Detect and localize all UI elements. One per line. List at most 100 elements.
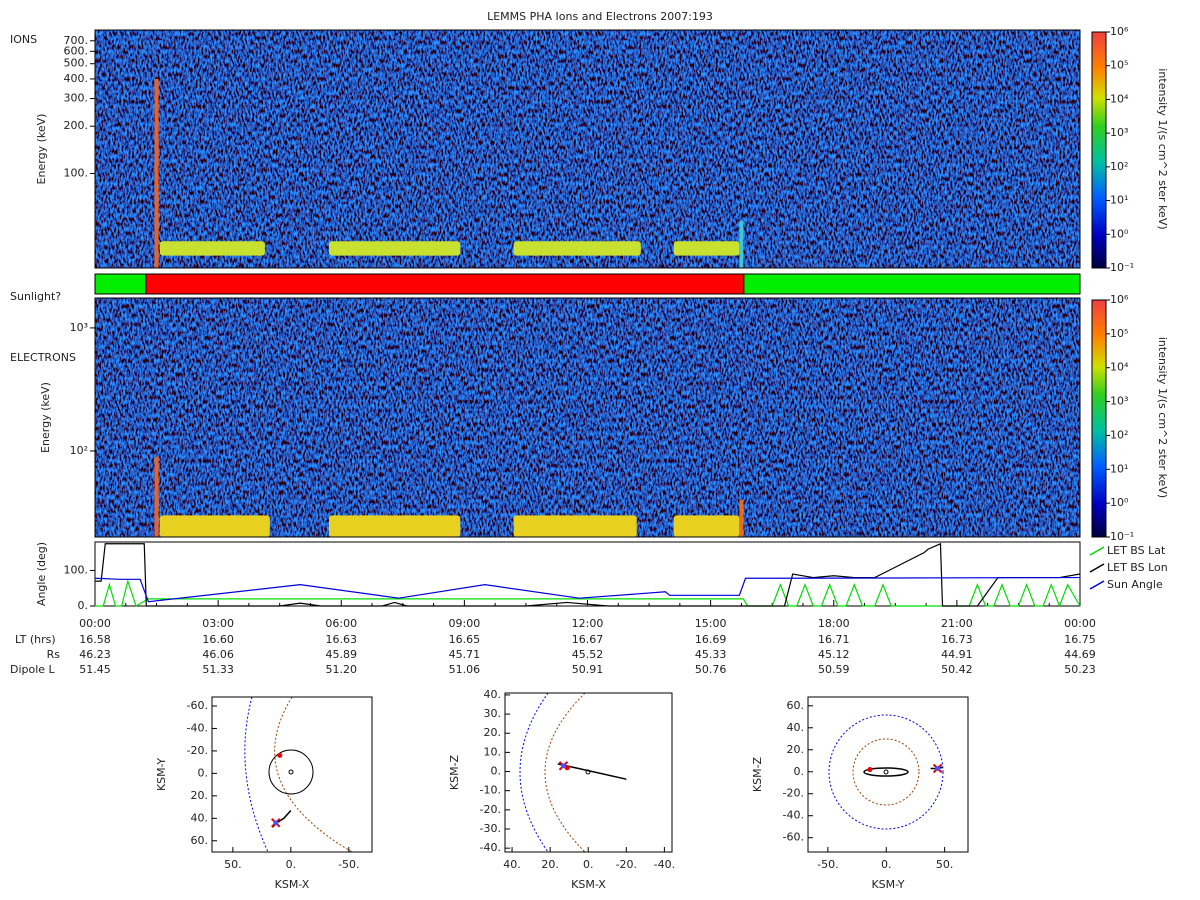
colorbar-tick-label: 10⁴ <box>1110 361 1129 374</box>
y-axis-label: KSM-Y <box>155 758 168 791</box>
x-tick-label: 50. <box>936 858 954 871</box>
ephemeris-value: 46.23 <box>79 648 111 661</box>
y-tick-label: -40. <box>783 809 804 822</box>
y-tick-label: -30. <box>480 822 501 835</box>
x-tick-label: -20. <box>616 858 637 871</box>
magnetopause <box>544 693 586 852</box>
x-tick-label: 50. <box>224 858 242 871</box>
legend-swatch <box>1089 580 1105 590</box>
ephemeris-value: 16.67 <box>572 633 604 646</box>
x-tick-label: 0. <box>583 858 594 871</box>
colorbar-tick-label: 10⁶ <box>1110 293 1129 306</box>
y-tick-label: -20. <box>783 787 804 800</box>
x-axis-label: KSM-Y <box>871 878 904 891</box>
y-tick-label: -40. <box>480 841 501 854</box>
y-tick-label: 40. <box>191 811 209 824</box>
x-tick-label: 18:00 <box>818 617 850 630</box>
y-tick-label: 600. <box>64 44 89 57</box>
ephemeris-row-label: Dipole L <box>10 663 56 676</box>
intensity-spike <box>154 78 159 268</box>
x-tick-label: 09:00 <box>449 617 481 630</box>
y-axis-label: Energy (keV) <box>39 382 52 453</box>
x-tick-label: 0. <box>881 858 892 871</box>
y-axis-label: Energy (keV) <box>35 114 48 185</box>
y-axis-label: KSM-Z <box>751 756 764 792</box>
x-tick-label: 06:00 <box>325 617 357 630</box>
intensity-band <box>328 241 461 256</box>
x-tick-label: -40. <box>654 858 675 871</box>
ephemeris-value: 45.52 <box>572 648 604 661</box>
colorbar-tick-label: 10² <box>1110 428 1128 441</box>
ephemeris-value: 16.75 <box>1064 633 1096 646</box>
legend-swatch <box>1089 563 1105 573</box>
ephemeris-value: 45.33 <box>695 648 727 661</box>
ephemeris-value: 50.76 <box>695 663 727 676</box>
spacecraft-dot <box>273 820 279 826</box>
colorbar-label: intensity 1/(s cm^2 ster keV) <box>1156 337 1169 498</box>
magnetopause <box>274 697 353 852</box>
x-tick-label: 40. <box>503 858 521 871</box>
intensity-band <box>673 241 740 256</box>
legend-label: LET BS Lat <box>1107 544 1166 557</box>
y-tick-label: 100. <box>64 166 89 179</box>
spacecraft-dot <box>560 763 566 769</box>
colorbar-tick-label: 10³ <box>1110 395 1128 408</box>
y-tick-label: 0. <box>78 599 89 612</box>
x-tick-label: -50. <box>817 858 838 871</box>
colorbar <box>1091 299 1107 538</box>
ephemeris-value: 16.71 <box>818 633 850 646</box>
line-series <box>94 576 1081 603</box>
intensity-spike <box>154 456 159 537</box>
y-axis-label: KSM-Z <box>448 754 461 790</box>
y-tick-label: 40. <box>787 721 805 734</box>
x-tick-label: 12:00 <box>572 617 604 630</box>
y-tick-label: 60. <box>191 834 209 847</box>
intensity-band <box>159 241 265 256</box>
ephemeris-value: 16.69 <box>695 633 727 646</box>
spacecraft-position <box>271 818 281 828</box>
intensity-band <box>513 241 641 256</box>
y-tick-label: -40. <box>187 721 208 734</box>
colorbar-tick-label: 10³ <box>1110 126 1128 139</box>
ephemeris-value: 51.06 <box>449 663 481 676</box>
intensity-band <box>328 515 461 537</box>
intensity-spike <box>739 499 744 537</box>
y-tick-label: 500. <box>64 57 89 70</box>
ephemeris-row-label: LT (hrs) <box>15 633 56 646</box>
y-tick-label: 10² <box>70 444 88 457</box>
colorbar-tick-label: 10² <box>1110 160 1128 173</box>
spacecraft-position <box>932 763 943 774</box>
y-tick-label: 0. <box>794 765 805 778</box>
ephemeris-value: 50.59 <box>818 663 850 676</box>
ephemeris-value: 16.65 <box>449 633 481 646</box>
ephemeris-value: 44.69 <box>1064 648 1096 661</box>
ephemeris-value: 51.33 <box>202 663 234 676</box>
y-tick-label: 40. <box>484 688 502 701</box>
ephemeris-value: 16.60 <box>202 633 234 646</box>
y-tick-label: 20. <box>484 726 502 739</box>
panel-label: ELECTRONS <box>10 351 76 364</box>
y-tick-label: 10. <box>484 745 502 758</box>
planet <box>883 769 889 775</box>
y-tick-label: 700. <box>64 34 89 47</box>
line-series <box>95 578 1081 608</box>
y-tick-label: -20. <box>187 744 208 757</box>
colorbar-tick-label: 10⁵ <box>1110 327 1128 340</box>
x-tick-label: 00:00 <box>1064 617 1096 630</box>
spacecraft-position <box>558 761 569 771</box>
spectrogram-noise <box>95 298 1080 537</box>
line-series <box>95 542 1081 607</box>
colorbar-tick-label: 10⁰ <box>1110 227 1129 240</box>
panel-frame <box>94 29 1081 269</box>
legend-swatch <box>1089 546 1105 556</box>
x-tick-label: 15:00 <box>695 617 727 630</box>
intensity-band <box>513 515 637 537</box>
x-tick-label: 21:00 <box>941 617 973 630</box>
y-tick-label: -10. <box>480 784 501 797</box>
y-tick-label: 100. <box>64 563 89 576</box>
colorbar <box>1091 31 1107 269</box>
status-segment <box>743 273 1081 295</box>
moon-position <box>277 752 283 758</box>
colorbar-tick-label: 10¹ <box>1110 462 1128 475</box>
